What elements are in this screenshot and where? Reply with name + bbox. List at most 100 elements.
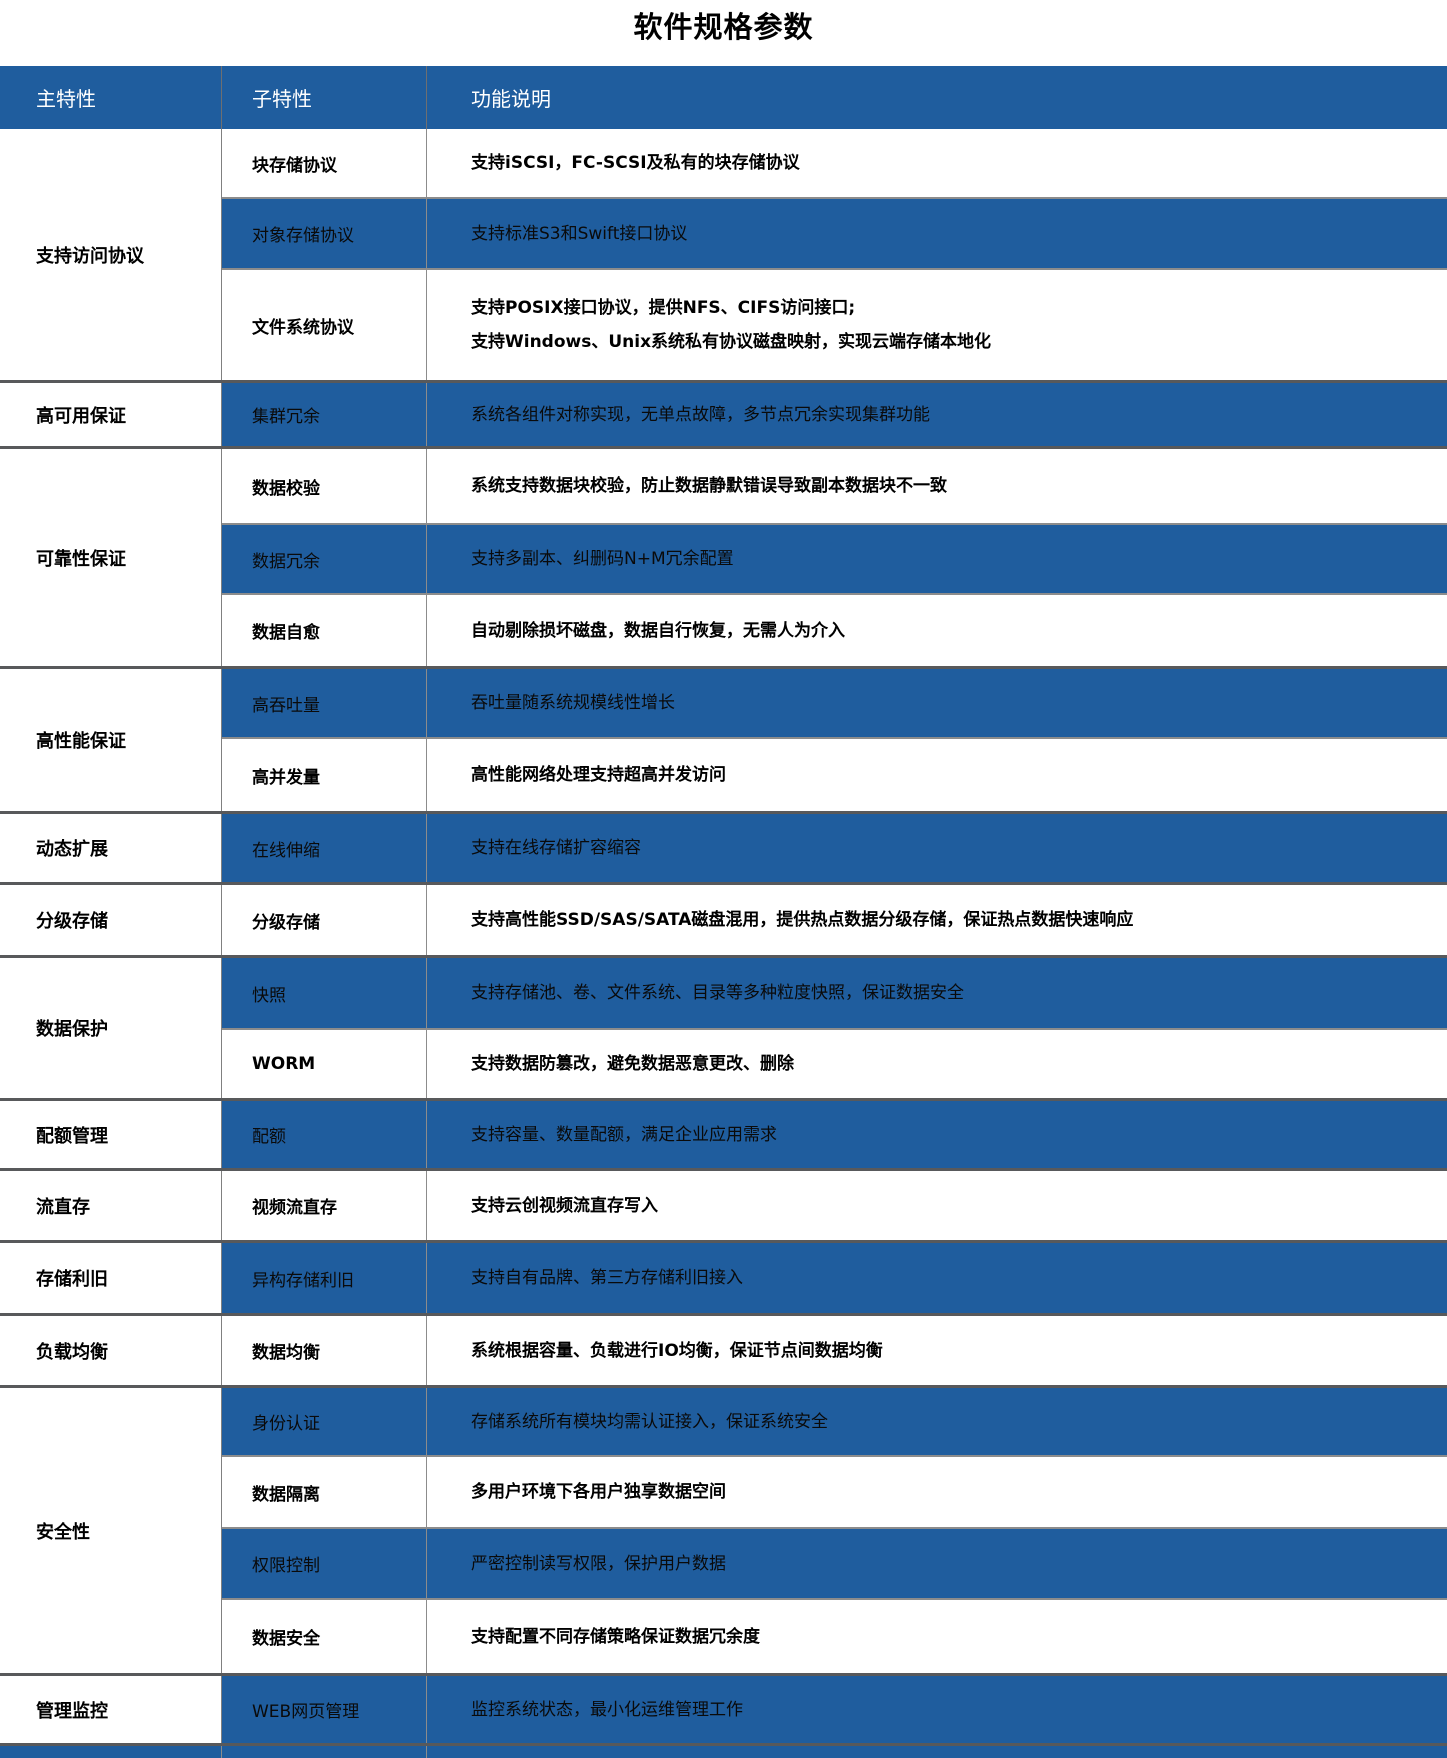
- group-rows: 集群冗余 系统各组件对称实现，无单点故障，多节点冗余实现集群功能: [222, 383, 1447, 446]
- main-feature-cell: 分级存储: [0, 885, 222, 955]
- description-cell: 支持标准S3和Swift接口协议: [427, 199, 1447, 268]
- description-text: 严密控制读写权限，保护用户数据: [471, 1553, 726, 1574]
- description-text: 支持高性能SSD/SAS/SATA磁盘混用，提供热点数据分级存储，保证热点数据快…: [471, 910, 1134, 930]
- sub-feature-cell: 权限控制: [222, 1529, 427, 1598]
- description-text: 支持标准S3和Swift接口协议: [471, 223, 688, 244]
- table-row: 数据安全 支持配置不同存储策略保证数据冗余度: [222, 1598, 1447, 1673]
- feature-group: 高性能保证 高吞吐量 吞吐量随系统规模线性增长 高并发量 高性能网络处理支持超高…: [0, 669, 1447, 814]
- bottom-partial-main-cell: [0, 1746, 222, 1758]
- feature-group: 分级存储 分级存储 支持高性能SSD/SAS/SATA磁盘混用，提供热点数据分级…: [0, 885, 1447, 958]
- header-cell-main: 主特性: [0, 66, 222, 129]
- description-cell: 监控系统状态，最小化运维管理工作: [427, 1676, 1447, 1743]
- description-text: 系统各组件对称实现，无单点故障，多节点冗余实现集群功能: [471, 404, 930, 425]
- table-row: 数据均衡 系统根据容量、负载进行IO均衡，保证节点间数据均衡: [222, 1316, 1447, 1385]
- feature-group: 负载均衡 数据均衡 系统根据容量、负载进行IO均衡，保证节点间数据均衡: [0, 1316, 1447, 1388]
- description-cell: 严密控制读写权限，保护用户数据: [427, 1529, 1447, 1598]
- bottom-partial-desc-cell: [427, 1746, 1447, 1758]
- description-cell: 支持容量、数量配额，满足企业应用需求: [427, 1101, 1447, 1168]
- description-cell: 多用户环境下各用户独享数据空间: [427, 1457, 1447, 1527]
- table-row: 配额 支持容量、数量配额，满足企业应用需求: [222, 1101, 1447, 1168]
- description-cell: 系统支持数据块校验，防止数据静默错误导致副本数据块不一致: [427, 449, 1447, 523]
- sub-feature-cell: 快照: [222, 958, 427, 1028]
- description-cell: 支持数据防篡改，避免数据恶意更改、删除: [427, 1030, 1447, 1098]
- table-header: 主特性 子特性 功能说明: [0, 66, 1447, 129]
- feature-group: 流直存 视频流直存 支持云创视频流直存写入: [0, 1171, 1447, 1243]
- group-rows: 数据校验 系统支持数据块校验，防止数据静默错误导致副本数据块不一致 数据冗余 支…: [222, 449, 1447, 666]
- sub-feature-cell: 集群冗余: [222, 383, 427, 446]
- description-text: 支持数据防篡改，避免数据恶意更改、删除: [471, 1054, 794, 1074]
- sub-feature-cell: 对象存储协议: [222, 199, 427, 268]
- table-row: WORM 支持数据防篡改，避免数据恶意更改、删除: [222, 1028, 1447, 1098]
- description-cell: 存储系统所有模块均需认证接入，保证系统安全: [427, 1388, 1447, 1455]
- bottom-partial-row: [0, 1746, 1447, 1758]
- group-rows: 异构存储利旧 支持自有品牌、第三方存储利旧接入: [222, 1243, 1447, 1313]
- group-rows: 数据均衡 系统根据容量、负载进行IO均衡，保证节点间数据均衡: [222, 1316, 1447, 1385]
- sub-feature-cell: 高吞吐量: [222, 669, 427, 737]
- table-row: 快照 支持存储池、卷、文件系统、目录等多种粒度快照，保证数据安全: [222, 958, 1447, 1028]
- sub-feature-cell: 异构存储利旧: [222, 1243, 427, 1313]
- feature-group: 配额管理 配额 支持容量、数量配额，满足企业应用需求: [0, 1101, 1447, 1171]
- description-text-line2: 支持Windows、Unix系统私有协议磁盘映射，实现云端存储本地化: [471, 332, 992, 352]
- header-cell-sub: 子特性: [222, 66, 427, 129]
- sub-feature-cell: 身份认证: [222, 1388, 427, 1455]
- description-text: 支持iSCSI，FC-SCSI及私有的块存储协议: [471, 153, 800, 173]
- sub-feature-cell: 视频流直存: [222, 1171, 427, 1240]
- table-row: 数据冗余 支持多副本、纠删码N+M冗余配置: [222, 523, 1447, 593]
- feature-group: 高可用保证 集群冗余 系统各组件对称实现，无单点故障，多节点冗余实现集群功能: [0, 383, 1447, 449]
- description-text: 多用户环境下各用户独享数据空间: [471, 1482, 726, 1502]
- main-feature-cell: 配额管理: [0, 1101, 222, 1168]
- feature-group: 安全性 身份认证 存储系统所有模块均需认证接入，保证系统安全 数据隔离 多用户环…: [0, 1388, 1447, 1676]
- sub-feature-cell: 高并发量: [222, 739, 427, 811]
- group-rows: WEB网页管理 监控系统状态，最小化运维管理工作: [222, 1676, 1447, 1743]
- feature-group: 存储利旧 异构存储利旧 支持自有品牌、第三方存储利旧接入: [0, 1243, 1447, 1316]
- sub-feature-cell: 数据隔离: [222, 1457, 427, 1527]
- table-row: 数据隔离 多用户环境下各用户独享数据空间: [222, 1455, 1447, 1527]
- description-cell: 支持存储池、卷、文件系统、目录等多种粒度快照，保证数据安全: [427, 958, 1447, 1028]
- table-row: 异构存储利旧 支持自有品牌、第三方存储利旧接入: [222, 1243, 1447, 1313]
- description-text: 系统根据容量、负载进行IO均衡，保证节点间数据均衡: [471, 1340, 883, 1361]
- description-cell: 系统各组件对称实现，无单点故障，多节点冗余实现集群功能: [427, 383, 1447, 446]
- sub-feature-cell: WEB网页管理: [222, 1676, 427, 1743]
- page-title-bar: 软件规格参数: [0, 0, 1447, 66]
- group-rows: 视频流直存 支持云创视频流直存写入: [222, 1171, 1447, 1240]
- sub-feature-cell: 文件系统协议: [222, 270, 427, 380]
- main-feature-cell: 流直存: [0, 1171, 222, 1240]
- sub-feature-cell: 在线伸缩: [222, 814, 427, 882]
- group-rows: 快照 支持存储池、卷、文件系统、目录等多种粒度快照，保证数据安全 WORM 支持…: [222, 958, 1447, 1098]
- table-row: 权限控制 严密控制读写权限，保护用户数据: [222, 1527, 1447, 1598]
- feature-group: 数据保护 快照 支持存储池、卷、文件系统、目录等多种粒度快照，保证数据安全 WO…: [0, 958, 1447, 1101]
- description-text: 支持配置不同存储策略保证数据冗余度: [471, 1626, 760, 1647]
- main-feature-cell: 数据保护: [0, 958, 222, 1098]
- table-row: 在线伸缩 支持在线存储扩容缩容: [222, 814, 1447, 882]
- page-title: 软件规格参数: [633, 10, 814, 44]
- main-feature-cell: 安全性: [0, 1388, 222, 1673]
- description-text: 支持存储池、卷、文件系统、目录等多种粒度快照，保证数据安全: [471, 983, 964, 1003]
- description-cell: 支持自有品牌、第三方存储利旧接入: [427, 1243, 1447, 1313]
- description-text: 自动剔除损坏磁盘，数据自行恢复，无需人为介入: [471, 620, 845, 641]
- description-cell: 系统根据容量、负载进行IO均衡，保证节点间数据均衡: [427, 1316, 1447, 1385]
- table-row: 块存储协议 支持iSCSI，FC-SCSI及私有的块存储协议: [222, 129, 1447, 197]
- table-row: 对象存储协议 支持标准S3和Swift接口协议: [222, 197, 1447, 268]
- main-feature-cell: 管理监控: [0, 1676, 222, 1743]
- sub-feature-cell: 块存储协议: [222, 129, 427, 197]
- group-rows: 身份认证 存储系统所有模块均需认证接入，保证系统安全 数据隔离 多用户环境下各用…: [222, 1388, 1447, 1673]
- main-feature-cell: 高性能保证: [0, 669, 222, 811]
- table-row: 身份认证 存储系统所有模块均需认证接入，保证系统安全: [222, 1388, 1447, 1455]
- table-row: 分级存储 支持高性能SSD/SAS/SATA磁盘混用，提供热点数据分级存储，保证…: [222, 885, 1447, 955]
- header-cell-desc: 功能说明: [471, 87, 551, 111]
- description-text: 高性能网络处理支持超高并发访问: [471, 765, 726, 785]
- feature-group: 可靠性保证 数据校验 系统支持数据块校验，防止数据静默错误导致副本数据块不一致 …: [0, 449, 1447, 669]
- sub-feature-cell: 分级存储: [222, 885, 427, 955]
- description-cell: 吞吐量随系统规模线性增长: [427, 669, 1447, 737]
- group-rows: 分级存储 支持高性能SSD/SAS/SATA磁盘混用，提供热点数据分级存储，保证…: [222, 885, 1447, 955]
- description-text: 支持容量、数量配额，满足企业应用需求: [471, 1124, 777, 1145]
- spec-table: 主特性 子特性 功能说明 支持访问协议 块存储协议 支持iSCSI，FC-SCS…: [0, 66, 1447, 1758]
- group-rows: 块存储协议 支持iSCSI，FC-SCSI及私有的块存储协议 对象存储协议 支持…: [222, 129, 1447, 380]
- sub-feature-cell: 配额: [222, 1101, 427, 1168]
- description-cell: 支持在线存储扩容缩容: [427, 814, 1447, 882]
- description-cell: 支持配置不同存储策略保证数据冗余度: [427, 1600, 1447, 1673]
- sub-feature-cell: 数据安全: [222, 1600, 427, 1673]
- table-row: 高吞吐量 吞吐量随系统规模线性增长: [222, 669, 1447, 737]
- description-text: 存储系统所有模块均需认证接入，保证系统安全: [471, 1411, 828, 1432]
- description-text: 支持云创视频流直存写入: [471, 1195, 658, 1216]
